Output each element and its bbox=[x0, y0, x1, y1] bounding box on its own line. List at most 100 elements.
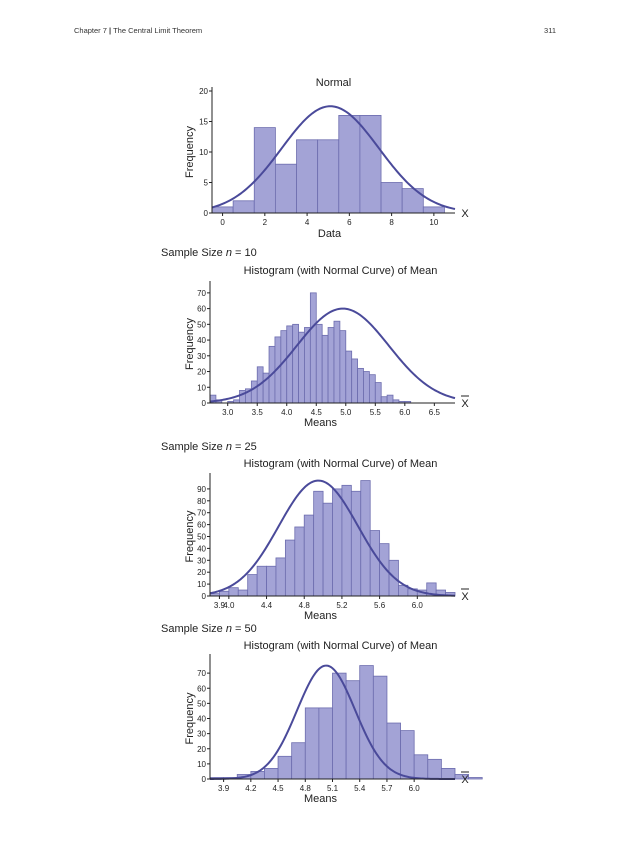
histogram-chart-1: Normal 0 5 10 15 20 0 2 4 6 8 10 X Data Frequency bbox=[184, 77, 469, 240]
histogram-bar bbox=[386, 394, 394, 404]
y-tick-label: 20 bbox=[197, 568, 206, 577]
x-axis-end-label: X bbox=[461, 591, 469, 603]
histogram-bar bbox=[350, 490, 362, 597]
sample-size-value: = 25 bbox=[235, 441, 257, 453]
histogram-bar bbox=[468, 777, 483, 780]
histogram-bar bbox=[313, 490, 324, 597]
y-tick-label: 50 bbox=[197, 320, 206, 329]
histogram-bar bbox=[413, 754, 429, 780]
histogram-bar bbox=[211, 206, 234, 214]
sample-size-prefix: Sample Size bbox=[161, 441, 223, 453]
y-tick-label: 70 bbox=[197, 289, 206, 298]
histogram-bar bbox=[303, 514, 315, 597]
y-tick-label: 70 bbox=[197, 509, 206, 518]
chart-title: Histogram (with Normal Curve) of Mean bbox=[244, 265, 438, 277]
histogram-bar bbox=[327, 327, 335, 404]
y-tick-label: 10 bbox=[199, 148, 208, 157]
y-axis-label: Frequency bbox=[184, 510, 196, 562]
x-axis-end-label: X bbox=[461, 398, 469, 410]
x-tick-label: 4.2 bbox=[245, 784, 257, 793]
x-tick-label: 5.1 bbox=[327, 784, 339, 793]
histogram-bar bbox=[401, 188, 424, 214]
sample-size-var: n bbox=[225, 247, 232, 259]
y-tick-label: 40 bbox=[197, 336, 206, 345]
x-tick-label: 6.0 bbox=[399, 408, 411, 417]
histogram-bar bbox=[351, 358, 358, 404]
x-tick-label: 8 bbox=[389, 218, 394, 227]
x-tick-label: 10 bbox=[429, 218, 438, 227]
histogram-bar bbox=[333, 320, 341, 404]
x-tick-label: 0 bbox=[220, 218, 225, 227]
x-tick-label: 5.5 bbox=[370, 408, 382, 417]
x-tick-label: 4.5 bbox=[272, 784, 284, 793]
histogram-chart-2: Histogram (with Normal Curve) of Mean 0 10… bbox=[184, 265, 469, 429]
x-axis-label: Data bbox=[318, 228, 342, 240]
sample-size-value: = 10 bbox=[235, 247, 257, 259]
y-tick-label: 10 bbox=[197, 580, 206, 589]
histogram-bar bbox=[427, 758, 442, 780]
chapter-title: The Central Limit Theorem bbox=[113, 26, 203, 35]
x-tick-label: 3.0 bbox=[222, 408, 234, 417]
histogram-bar bbox=[363, 371, 370, 404]
histogram-bar bbox=[440, 768, 456, 780]
x-tick-label: 2 bbox=[263, 218, 268, 227]
histogram-bar bbox=[380, 182, 403, 214]
x-axis-label: Means bbox=[304, 793, 338, 805]
sample-size-label-50: Sample Size n = 50 bbox=[161, 623, 257, 635]
normal-curve bbox=[211, 105, 456, 210]
histogram-bar bbox=[359, 115, 382, 214]
y-tick-label: 0 bbox=[204, 209, 209, 218]
histogram-bar bbox=[232, 200, 255, 214]
y-tick-label: 30 bbox=[197, 352, 206, 361]
y-tick-label: 40 bbox=[197, 715, 206, 724]
histogram-bar bbox=[291, 742, 306, 780]
y-tick-label: 0 bbox=[202, 399, 207, 408]
x-tick-label: 4.0 bbox=[281, 408, 293, 417]
x-tick-label: 5.4 bbox=[354, 784, 366, 793]
page-number: 311 bbox=[544, 26, 556, 35]
y-tick-label: 60 bbox=[197, 684, 206, 693]
sample-size-label-10: Sample Size n = 10 bbox=[161, 247, 257, 259]
sample-size-prefix: Sample Size bbox=[161, 623, 223, 635]
x-tick-label: 6.0 bbox=[412, 601, 424, 610]
histogram-bar bbox=[277, 755, 293, 780]
y-axis-label: Frequency bbox=[184, 318, 196, 370]
y-tick-label: 50 bbox=[197, 533, 206, 542]
y-tick-label: 0 bbox=[202, 775, 207, 784]
x-tick-label: 5.0 bbox=[340, 408, 352, 417]
histogram-chart-3: Histogram (with Normal Curve) of Mean 0 10… bbox=[184, 458, 469, 622]
y-tick-label: 70 bbox=[197, 669, 206, 678]
y-tick-label: 80 bbox=[197, 497, 206, 506]
histogram-bar bbox=[317, 139, 340, 214]
x-tick-label: 4.4 bbox=[261, 601, 273, 610]
chapter-label: Chapter 7 bbox=[74, 26, 107, 35]
y-tick-label: 50 bbox=[197, 699, 206, 708]
x-axis-end-label: X bbox=[461, 774, 469, 786]
histogram-bar bbox=[228, 587, 239, 597]
y-axis-label: Frequency bbox=[184, 692, 196, 744]
x-tick-label: 5.6 bbox=[374, 601, 386, 610]
histogram-bar bbox=[266, 565, 277, 597]
header-separator: | bbox=[109, 26, 112, 35]
histogram-bar bbox=[304, 327, 311, 404]
histogram-bar bbox=[264, 768, 279, 780]
y-tick-label: 15 bbox=[199, 118, 208, 127]
histogram-bar bbox=[219, 590, 230, 597]
x-tick-label: 6.0 bbox=[409, 784, 421, 793]
y-tick-label: 20 bbox=[197, 745, 206, 754]
y-tick-label: 40 bbox=[197, 544, 206, 553]
sample-size-prefix: Sample Size bbox=[161, 247, 223, 259]
x-axis-label: Means bbox=[304, 417, 338, 429]
histogram-bar bbox=[296, 139, 319, 214]
histogram-bar bbox=[292, 323, 299, 404]
histogram-bar bbox=[400, 730, 415, 780]
histogram-bar bbox=[318, 707, 333, 780]
y-tick-label: 20 bbox=[197, 368, 206, 377]
histogram-bar bbox=[286, 325, 294, 404]
y-tick-label: 90 bbox=[197, 485, 206, 494]
x-tick-label: 4.5 bbox=[311, 408, 323, 417]
chart-title: Histogram (with Normal Curve) of Mean bbox=[244, 458, 438, 470]
y-tick-label: 30 bbox=[197, 730, 206, 739]
y-tick-label: 30 bbox=[197, 556, 206, 565]
